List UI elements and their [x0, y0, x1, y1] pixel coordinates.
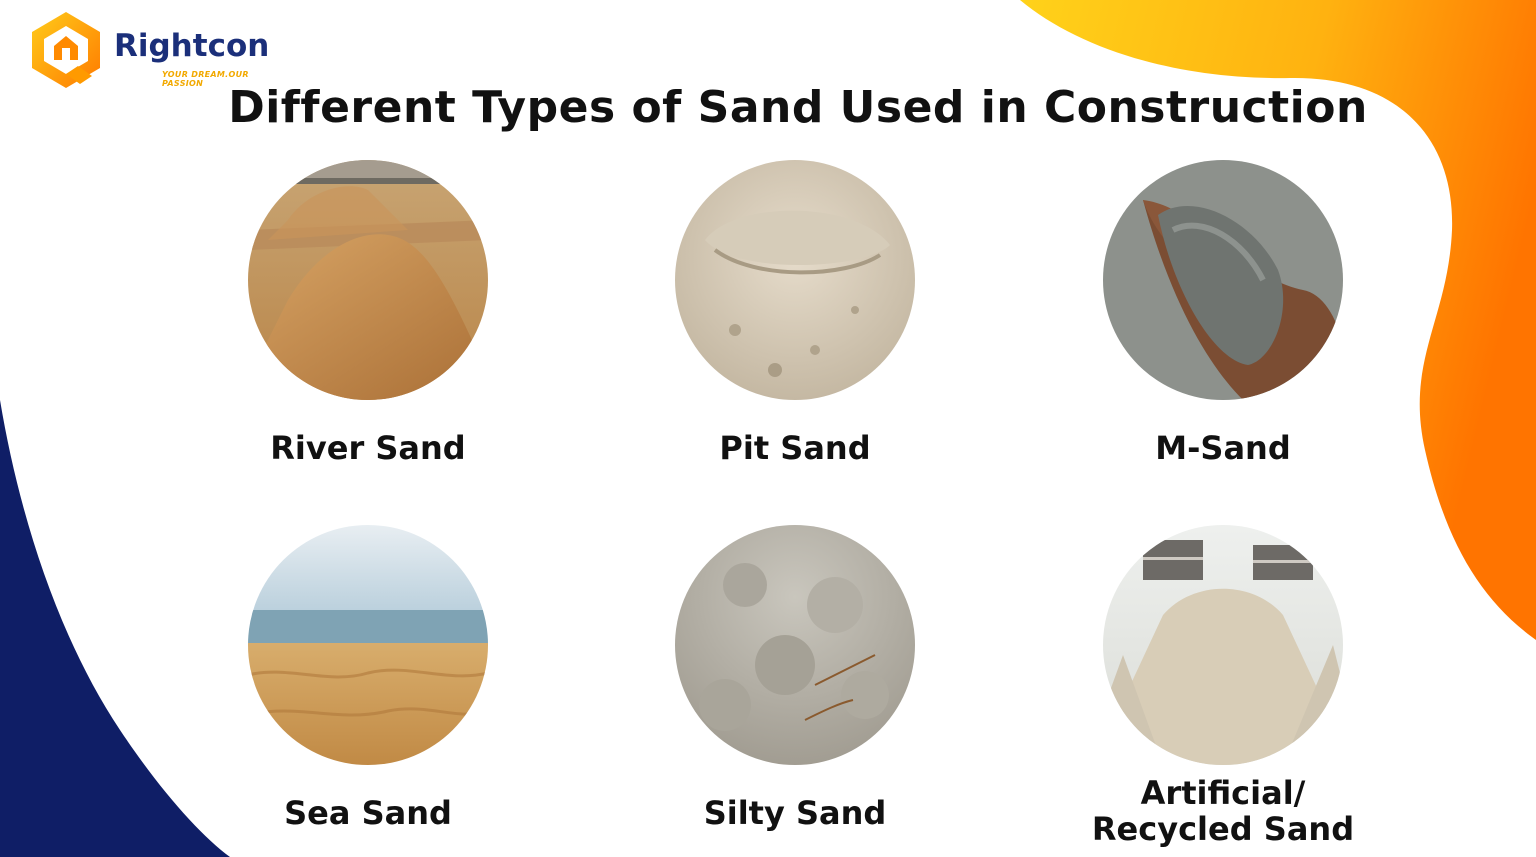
- sand-type-label: Sea Sand: [284, 794, 452, 832]
- navy-corner-shape: [0, 400, 230, 857]
- page-title: Different Types of Sand Used in Construc…: [228, 82, 1368, 133]
- rightcon-logo-icon: [32, 12, 100, 88]
- river-sand-photo: [248, 160, 488, 400]
- sand-type-label: M-Sand: [1155, 429, 1291, 467]
- sand-type-label: Pit Sand: [719, 429, 871, 467]
- brand-tagline: YOUR DREAM.OUR PASSION: [162, 70, 249, 88]
- sea-sand-photo: [248, 525, 488, 765]
- pit-sand-photo: [675, 160, 915, 400]
- m-sand-photo: [1103, 160, 1343, 400]
- sand-type-label: Silty Sand: [703, 794, 887, 832]
- brand-name: Rightcon: [114, 28, 270, 64]
- sand-type-label-line2: Recycled Sand: [1091, 810, 1355, 848]
- recycled-sand-photo: [1103, 525, 1343, 765]
- silty-sand-photo: [675, 525, 915, 765]
- sand-type-label-line1: Artificial/: [1140, 774, 1306, 812]
- sand-type-label: Artificial/ Recycled Sand: [1073, 775, 1373, 847]
- sand-type-label: River Sand: [270, 429, 466, 467]
- orange-wave-shape: [1020, 0, 1536, 640]
- brand-logo[interactable]: Rightcon YOUR DREAM.OUR PASSION: [30, 10, 290, 90]
